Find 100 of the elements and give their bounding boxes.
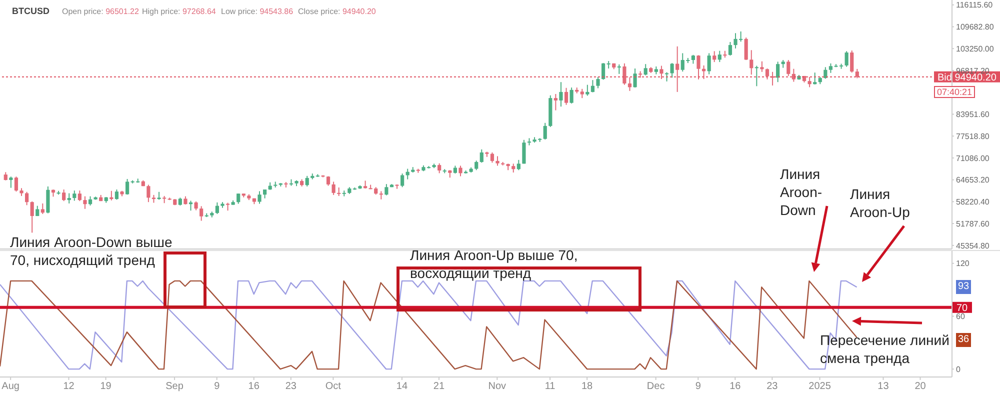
candlestick [792,68,796,82]
candlestick [586,84,590,96]
candlestick [384,184,388,196]
x-tick-label: 23 [285,381,297,392]
candlestick [146,184,150,203]
candlestick [40,202,44,214]
candlestick [670,62,674,78]
candlestick [83,196,87,210]
candlestick [527,138,532,146]
x-tick-label: Oct [325,381,342,392]
candlestick [765,68,770,80]
x-tick-label: Dec [646,381,665,392]
candlestick [696,54,700,80]
y-tick-label: 64653.20 [956,176,990,185]
annotation: Линия Aroon-Down [780,165,824,219]
candlestick [712,50,716,63]
candlestick [88,196,92,206]
candlestick [474,160,478,171]
candlestick [236,193,240,204]
candlestick [78,190,82,202]
candlestick [580,88,584,99]
candlestick [46,186,50,214]
annotation: Линия Aroon-Down выше 70, нисходящий тренд [10,233,174,269]
candlestick [570,87,574,104]
candlestick [400,173,404,188]
candlestick [813,72,817,85]
x-tick-label: Sep [166,381,184,392]
annotation: Пересечение линий смена тренда [820,332,950,366]
candlestick [564,87,568,106]
candlestick [718,50,722,63]
x-tick-label: 13 [878,381,890,392]
candlestick [522,139,526,164]
y-tick-label: 71086.00 [956,154,990,163]
x-tick-label: 14 [396,381,408,392]
candlestick [30,200,34,234]
candlestick [200,206,204,222]
candlestick [590,80,595,93]
annotation: Open price: 96501.22 [62,7,139,16]
candlestick [664,72,669,82]
candlestick [480,148,484,164]
x-tick-label: 11 [544,381,556,392]
candlestick [824,66,828,80]
candlestick [543,122,547,140]
y-tick-label: 45354.80 [956,241,990,250]
candlestick [258,190,262,204]
text: 93 [956,280,972,294]
y-tick-label: 109682.80 [956,22,994,32]
candlestick [601,62,606,80]
candlestick [62,189,66,202]
candlestick [114,189,119,200]
candlestick [808,76,812,88]
candlestick [644,64,648,76]
annotation: 07:40:21 [934,86,976,98]
candlestick [9,176,13,188]
candlestick [786,60,790,76]
x-tick-label: Aug [2,381,20,392]
candlestick [332,181,336,196]
candlestick [707,52,711,75]
candlestick [554,93,558,111]
y-tick-label: 51787.60 [956,219,990,228]
annotation: Low price: 94543.86 [221,7,294,16]
candlestick [628,76,632,92]
x-tick-label: 21 [433,381,445,392]
candlestick [855,68,859,79]
x-tick-label: 18 [582,381,594,392]
y-tick-label: 116115.60 [956,0,994,10]
annotation: High price: 97268.64 [142,7,216,16]
candlestick [660,65,664,80]
candlestick [516,159,520,171]
candlestick [305,175,309,187]
candlestick [215,202,219,214]
annotation: Close price: 94940.20 [298,7,376,16]
candlestick [596,76,600,89]
candlestick [72,190,76,202]
x-tick-label: Nov [488,381,506,392]
annotation: Линия Aroon-Up [850,185,911,221]
ref-line-label: Bid 94940.20 [938,72,997,84]
x-tick-label: 2025 [808,381,832,392]
y-tick-label: 60 [956,312,966,322]
candlestick [25,191,29,206]
y-tick-label: 58220.40 [956,198,990,207]
y-tick-label: 83951.60 [956,110,990,120]
candlestick [676,46,680,92]
candlestick [850,50,854,74]
x-tick-label: 16 [248,381,260,392]
x-tick-label: 9 [695,381,702,392]
y-tick-label: 120 [956,259,970,268]
annotation: Линия Aroon-Up выше 70, восходящий тренд [410,246,579,282]
candlestick [496,156,500,166]
candlestick [744,37,748,60]
candlestick [438,162,442,174]
ref-line-label: 70 [956,302,968,314]
candlestick [728,41,732,56]
candlestick [14,176,18,192]
x-tick-label: 20 [914,381,926,392]
candlestick [633,68,637,88]
candlestick [617,64,621,74]
text: BTCUSD [12,6,50,16]
text: 36 [956,333,972,347]
y-tick-label: 0 [956,364,961,374]
